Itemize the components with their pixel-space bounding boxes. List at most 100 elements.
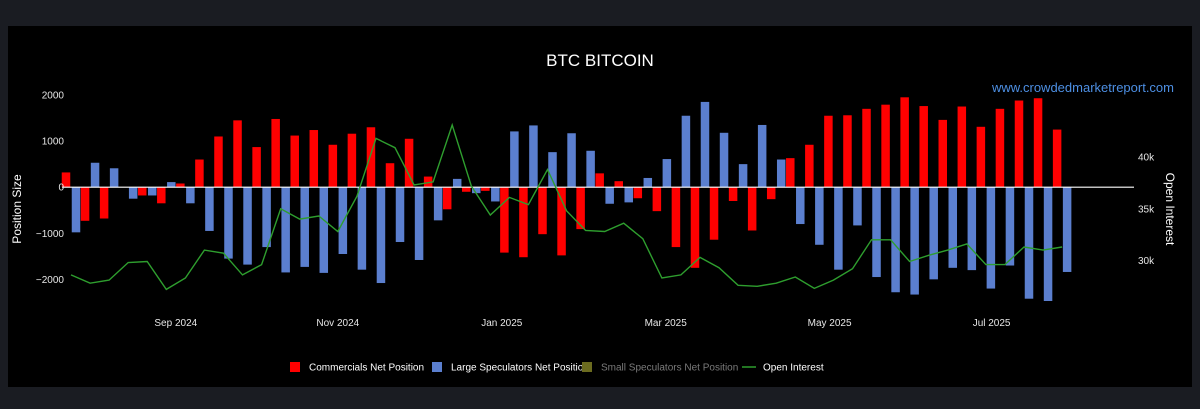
large-speculators-bar <box>891 187 900 293</box>
large-speculators-bar <box>1043 187 1053 301</box>
commercials-bar <box>481 187 490 191</box>
commercials-bar <box>957 106 967 188</box>
large-speculators-bar <box>319 187 329 273</box>
commercials-bar <box>442 187 452 210</box>
large-speculators-bar <box>967 187 977 271</box>
y2-tick-label: 40k <box>1138 153 1155 164</box>
commercials-bar <box>233 120 242 188</box>
large-speculators-bar <box>338 187 348 254</box>
large-speculators-bar <box>128 187 138 199</box>
x-tick-label: Jul 2025 <box>973 318 1011 329</box>
x-ticks: Sep 2024 Nov 2024 Jan 2025 Mar 2025 May 2025… <box>154 318 1011 329</box>
large-speculators-bar <box>796 187 805 225</box>
large-speculators-bar <box>567 133 576 188</box>
legend: Commercials Net Position Large Speculator… <box>290 362 824 374</box>
commercials-bar <box>176 183 185 188</box>
commercials-bar <box>328 144 338 188</box>
x-tick-label: Mar 2025 <box>645 318 688 329</box>
large-speculators-bar <box>167 182 176 188</box>
commercials-bar <box>157 187 166 204</box>
commercials-bar <box>976 126 986 188</box>
y-axis-title: Position Size <box>10 174 24 244</box>
bars-layer <box>61 97 1072 301</box>
large-speculators-bar <box>948 187 958 268</box>
commercials-bar <box>252 147 261 188</box>
large-speculators-bar <box>414 187 424 260</box>
commercials-bar <box>99 187 109 219</box>
large-speculators-bar <box>1062 187 1072 272</box>
commercials-bar <box>786 158 795 188</box>
commercials-bar <box>709 187 719 240</box>
x-tick-label: Nov 2024 <box>316 318 359 329</box>
legend-swatch <box>290 362 300 372</box>
y-tick-label: 2000 <box>42 91 65 102</box>
large-speculators-bar <box>1024 187 1034 299</box>
x-tick-label: Jan 2025 <box>481 318 523 329</box>
large-speculators-bar <box>624 187 633 203</box>
large-speculators-bar <box>452 178 462 188</box>
large-speculators-bar <box>757 124 767 188</box>
large-speculators-bar <box>738 164 748 188</box>
large-speculators-bar <box>224 187 233 259</box>
commercials-bar <box>614 181 623 188</box>
legend-label: Open Interest <box>763 363 824 374</box>
commercials-bar <box>728 187 738 201</box>
commercials-bar <box>595 173 604 188</box>
y-ticks: 2000 1000 0 −1000 −2000 <box>36 91 65 286</box>
legend-label: Commercials Net Position <box>309 363 424 374</box>
large-speculators-bar <box>71 187 81 233</box>
commercials-bar <box>404 138 414 188</box>
legend-swatch <box>432 362 442 372</box>
commercials-bar <box>557 187 566 256</box>
y-tick-label: −2000 <box>36 275 65 286</box>
commercials-bar <box>766 187 776 200</box>
x-tick-label: May 2025 <box>808 318 852 329</box>
large-speculators-bar <box>872 187 881 278</box>
commercials-bar <box>423 176 433 188</box>
commercials-bar <box>824 115 833 188</box>
commercials-bar <box>1052 129 1062 188</box>
commercials-bar <box>690 187 700 268</box>
commercials-bar <box>633 187 643 199</box>
commercials-bar <box>805 144 814 188</box>
large-speculators-bar <box>281 187 290 273</box>
large-speculators-bar <box>510 131 519 188</box>
legend-item: Small Speculators Net Position <box>582 362 738 374</box>
commercials-bar <box>462 187 471 192</box>
large-speculators-bar <box>834 187 843 270</box>
commercials-bar <box>1033 98 1043 188</box>
y2-tick-label: 30k <box>1138 256 1155 267</box>
commercials-bar <box>576 187 585 230</box>
y-tick-label: 1000 <box>42 137 65 148</box>
large-speculators-bar <box>929 187 938 280</box>
commercials-bar <box>366 127 376 188</box>
large-speculators-bar <box>472 187 481 194</box>
commercials-bar <box>385 163 395 188</box>
large-speculators-bar <box>491 187 500 202</box>
y-tick-label: 0 <box>58 183 64 194</box>
commercials-bar <box>271 118 280 188</box>
large-speculators-bar <box>605 187 614 204</box>
large-speculators-bar <box>853 187 862 226</box>
commercials-bar <box>671 187 681 248</box>
large-speculators-bar <box>357 187 367 270</box>
large-speculators-bar <box>548 152 557 188</box>
commercials-bar <box>137 187 147 196</box>
commercials-bar <box>747 187 757 231</box>
large-speculators-bar <box>776 159 786 188</box>
commercials-bar <box>881 104 890 188</box>
large-speculators-bar <box>300 187 309 267</box>
large-speculators-bar <box>90 162 100 188</box>
commercials-bar <box>195 159 204 188</box>
legend-label: Large Speculators Net Position <box>451 363 589 374</box>
commercials-bar <box>995 108 1005 188</box>
commercials-bar <box>1014 100 1024 188</box>
commercials-bar <box>538 187 547 235</box>
commercials-bar <box>862 108 871 188</box>
legend-item: Large Speculators Net Position <box>432 362 589 374</box>
commercials-bar <box>938 119 948 188</box>
large-speculators-bar <box>529 125 538 188</box>
large-speculators-bar <box>986 187 996 289</box>
commercials-bar <box>919 106 928 188</box>
commercials-bar <box>519 187 528 258</box>
